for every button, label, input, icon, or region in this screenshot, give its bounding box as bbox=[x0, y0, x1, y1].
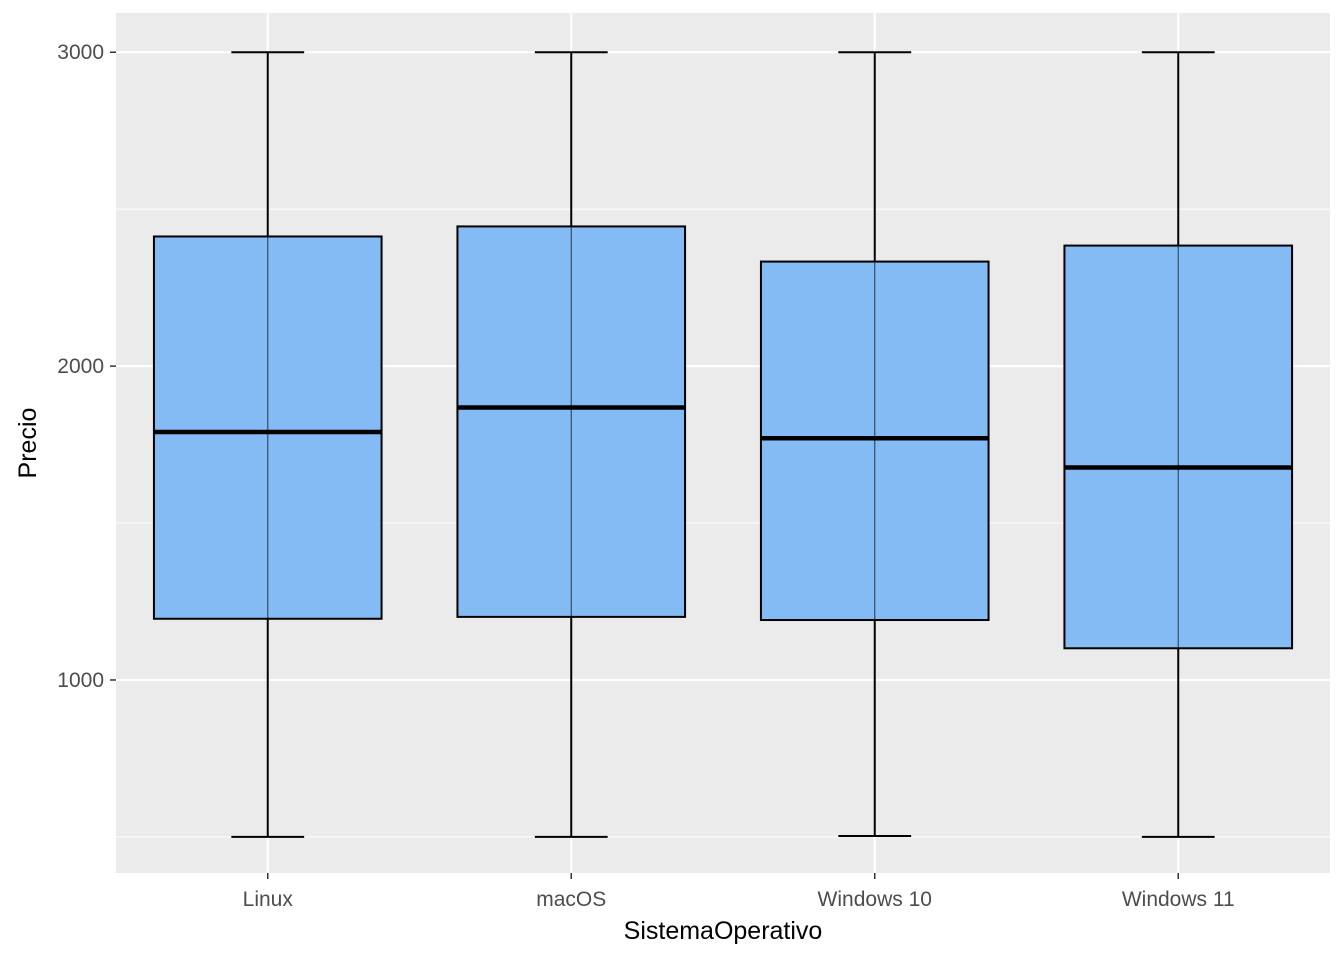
box-windows-10 bbox=[759, 51, 990, 837]
x-axis-title: SistemaOperativo bbox=[624, 917, 823, 945]
y-tick-label: 2000 bbox=[57, 355, 104, 378]
box-macos bbox=[456, 51, 687, 838]
y-axis-ticks: 1000 2000 3000 bbox=[57, 41, 116, 692]
box-series bbox=[152, 51, 1294, 838]
x-tick-label: macOS bbox=[536, 888, 606, 911]
y-tick-label: 3000 bbox=[57, 41, 104, 64]
box-windows-11 bbox=[1063, 51, 1294, 838]
x-tick-label: Linux bbox=[243, 888, 294, 911]
box-linux bbox=[152, 51, 383, 838]
y-tick-label: 1000 bbox=[57, 669, 104, 692]
x-axis-ticks: Linux macOS Windows 10 Windows 11 bbox=[243, 873, 1235, 911]
x-tick-label: Windows 10 bbox=[818, 888, 932, 911]
y-axis-title: Precio bbox=[14, 408, 42, 479]
x-tick-label: Windows 11 bbox=[1122, 888, 1235, 911]
